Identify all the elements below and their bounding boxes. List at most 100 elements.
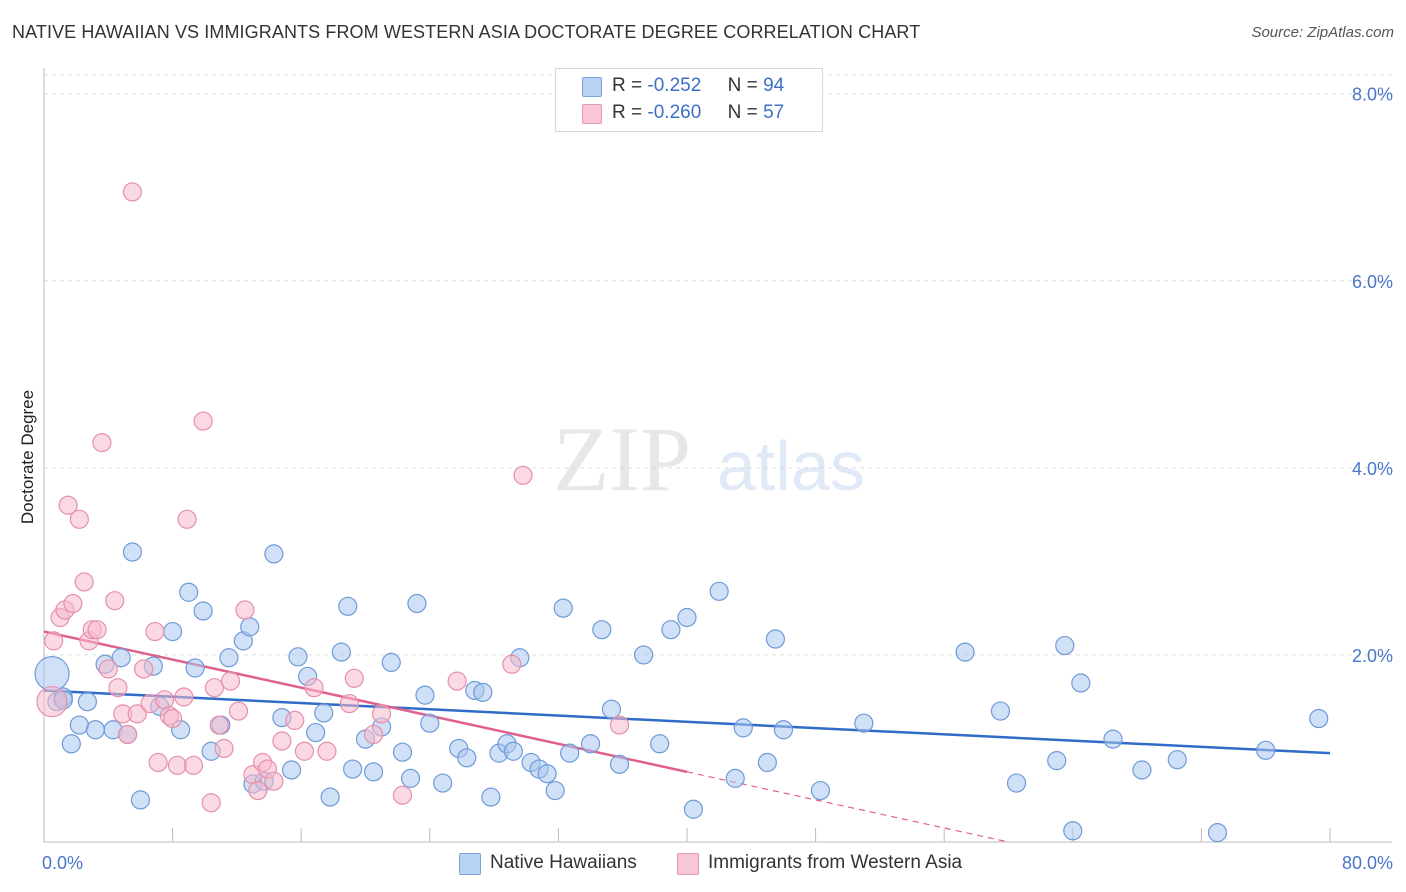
data-point-pink <box>363 724 384 745</box>
data-point-pink <box>183 755 204 775</box>
data-point-pink <box>92 432 112 453</box>
data-point-blue <box>415 685 435 705</box>
data-point-blue <box>481 787 501 807</box>
legend-swatch-blue <box>459 853 481 875</box>
data-point-blue <box>1063 821 1083 841</box>
data-point-pink <box>105 591 125 611</box>
data-point-pink <box>163 708 183 729</box>
data-point-blue <box>503 741 523 761</box>
data-point-pink <box>392 785 413 805</box>
data-point-blue <box>61 734 81 754</box>
data-point-blue <box>240 617 260 637</box>
data-point-pink <box>272 731 292 751</box>
data-point-pink <box>228 701 249 721</box>
data-point-pink <box>108 678 128 698</box>
data-point-pink <box>248 780 268 801</box>
data-point-blue <box>990 701 1011 721</box>
data-point-pink <box>447 671 467 691</box>
legend-r-label: R = <box>612 102 643 123</box>
data-point-pink <box>69 509 89 529</box>
watermark-zip: ZIP <box>553 408 691 510</box>
data-point-blue <box>457 748 477 768</box>
data-point-pink <box>214 738 234 759</box>
series-immigrants-western-asia <box>36 182 630 813</box>
data-point-blue <box>363 762 384 782</box>
data-point-blue <box>343 759 363 779</box>
data-point-blue <box>420 713 440 733</box>
y-axis-label: Doctorate Degree <box>18 390 37 524</box>
data-point-pink <box>285 710 305 731</box>
watermark-atlas: atlas <box>717 427 865 505</box>
x-tick-label: 0.0% <box>42 853 83 873</box>
data-point-blue <box>560 743 580 763</box>
data-point-pink <box>201 793 221 813</box>
legend-r-value: -0.260 <box>647 102 702 123</box>
data-point-pink <box>122 182 143 202</box>
data-point-pink <box>177 509 197 529</box>
data-point-pink <box>174 687 194 707</box>
data-point-pink <box>344 668 364 688</box>
data-point-blue <box>306 722 326 743</box>
data-point-blue <box>69 715 89 735</box>
data-point-pink <box>220 671 241 691</box>
data-point-blue <box>281 760 302 780</box>
data-point-blue <box>314 703 334 723</box>
data-point-blue <box>407 593 427 614</box>
data-point-blue <box>1071 673 1091 693</box>
data-point-blue <box>592 620 612 640</box>
data-point-blue <box>320 787 340 807</box>
data-point-pink <box>304 678 324 698</box>
data-point-pink <box>36 686 68 718</box>
data-point-blue <box>392 742 413 762</box>
data-point-blue <box>677 607 697 628</box>
legend-n-value: 57 <box>763 102 785 123</box>
data-point-blue <box>130 790 151 810</box>
data-point-blue <box>725 768 745 788</box>
legend-label-immigrants-western-asia: Immigrants from Western Asia <box>708 852 963 873</box>
data-point-blue <box>545 780 565 801</box>
y-tick-label: 6.0% <box>1352 272 1393 292</box>
data-point-blue <box>683 799 704 819</box>
legend-n-label: N = <box>727 102 758 123</box>
x-tick-label: 80.0% <box>1342 853 1393 873</box>
data-point-blue <box>661 620 681 640</box>
trend-line-blue <box>43 689 1331 755</box>
data-point-blue <box>757 752 777 773</box>
chart-title: NATIVE HAWAIIAN VS IMMIGRANTS FROM WESTE… <box>12 22 921 42</box>
data-point-blue <box>580 734 601 754</box>
data-point-pink <box>44 631 64 651</box>
grid-lines <box>44 74 1392 656</box>
data-point-blue <box>219 648 239 668</box>
stats-legend: R = -0.252 N = 94 R = -0.260 N = 57 <box>555 68 823 132</box>
data-point-blue <box>185 658 205 678</box>
legend-swatch-pink <box>677 853 699 875</box>
data-point-pink <box>317 741 337 761</box>
source-label[interactable]: Source: ZipAtlas.com <box>1251 24 1394 41</box>
data-point-blue <box>1047 751 1067 771</box>
data-point-blue <box>854 713 874 733</box>
data-point-pink <box>209 715 229 735</box>
data-point-pink <box>294 741 315 761</box>
data-point-blue <box>733 718 753 738</box>
data-point-blue <box>650 734 670 754</box>
data-point-blue <box>955 642 975 662</box>
series-native-hawaiians <box>34 542 1329 843</box>
trend-line-pink <box>43 630 688 774</box>
data-point-blue <box>338 596 358 616</box>
data-point-blue <box>1167 750 1187 770</box>
data-point-blue <box>773 720 794 740</box>
legend-swatch-blue <box>582 77 602 97</box>
data-point-pink <box>502 654 522 674</box>
data-point-blue <box>264 544 284 564</box>
data-point-blue <box>473 682 493 702</box>
data-point-blue <box>331 642 351 662</box>
data-point-blue <box>34 656 70 692</box>
data-point-blue <box>1309 708 1329 729</box>
data-point-blue <box>1006 773 1027 793</box>
data-point-blue <box>163 621 183 642</box>
data-point-blue <box>709 581 729 601</box>
legend-n-label: N = <box>727 75 758 96</box>
data-point-pink <box>98 659 118 679</box>
y-tick-label: 8.0% <box>1352 85 1393 105</box>
